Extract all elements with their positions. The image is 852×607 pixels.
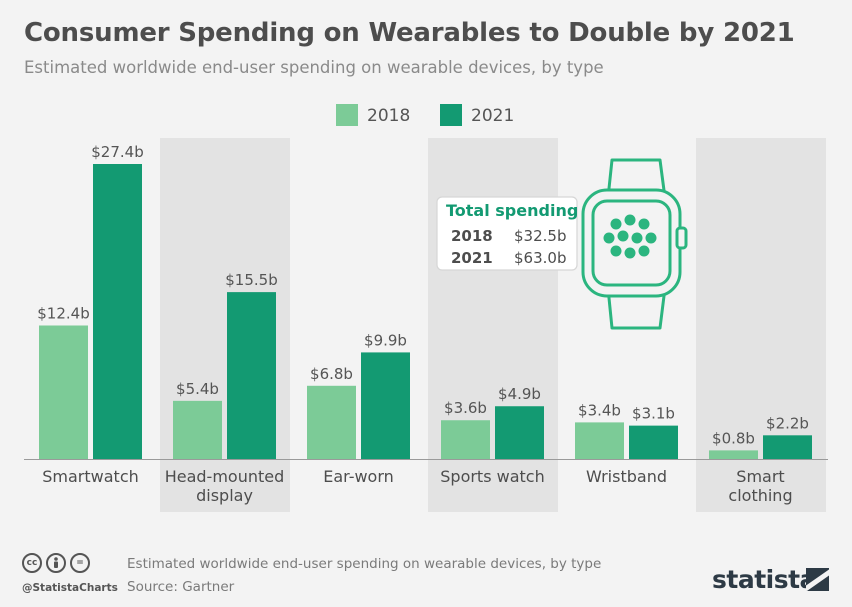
data-label-2021: $3.1b	[632, 405, 675, 423]
watch-app-dot	[645, 232, 657, 244]
bar-2018	[441, 420, 490, 459]
bar-chart: 2018 2021 $12.4b $27.4b Smartwatch $5.4b $15.5…	[24, 104, 828, 512]
watch-app-dot	[638, 245, 650, 257]
annotation-year: 2018	[451, 227, 493, 245]
bar-2021	[629, 425, 678, 459]
no-derivatives-icon: =	[70, 553, 90, 573]
annotation-value: $32.5b	[514, 227, 566, 245]
watch-crown	[675, 226, 688, 250]
annotation-year: 2021	[451, 249, 493, 267]
bar-2021	[495, 406, 544, 459]
watch-app-dot	[603, 232, 615, 244]
data-label-2018: $3.6b	[444, 399, 487, 417]
watch-app-dot	[624, 214, 636, 226]
data-label-2021: $4.9b	[498, 385, 541, 403]
watch-app-dot	[638, 218, 650, 230]
annotation-box	[436, 196, 578, 271]
annotation-title: Total spending	[446, 201, 578, 220]
legend-label-2021: 2021	[471, 106, 514, 126]
bar-2018	[39, 325, 88, 459]
bar-2021	[93, 164, 142, 459]
bar-2018	[575, 422, 624, 459]
creative-commons-icon: cc	[22, 553, 42, 573]
watch-app-dot	[624, 247, 636, 259]
data-label-2021: $2.2b	[766, 414, 809, 432]
watch-app-dot	[610, 218, 622, 230]
category-label: display	[196, 486, 253, 505]
legend-swatch-2018	[336, 104, 358, 126]
data-label-2021: $27.4b	[91, 143, 143, 161]
legend-swatch-2021	[440, 104, 462, 126]
bar-2021	[763, 435, 812, 459]
category-label: Sports watch	[440, 467, 544, 486]
bar-2021	[227, 292, 276, 459]
watch-screen	[591, 199, 672, 287]
footer-note: Estimated worldwide end-user spending on…	[127, 556, 602, 572]
category-label: clothing	[728, 486, 792, 505]
category-label: Smart	[736, 467, 784, 486]
data-label-2018: $0.8b	[712, 429, 755, 447]
category-label: Wristband	[586, 467, 667, 486]
statista-logo[interactable]: statista	[712, 565, 816, 594]
legend-label-2018: 2018	[367, 106, 410, 126]
data-label-2021: $15.5b	[225, 271, 277, 289]
chart-subtitle: Estimated worldwide end-user spending on…	[24, 58, 604, 77]
annotation-value: $63.0b	[514, 249, 566, 267]
data-label-2021: $9.9b	[364, 331, 407, 349]
bar-2018	[709, 450, 758, 459]
data-label-2018: $6.8b	[310, 365, 353, 383]
data-label-2018: $3.4b	[578, 401, 621, 419]
watch-app-dot	[631, 232, 643, 244]
social-handle[interactable]: @StatistaCharts	[22, 582, 118, 594]
bar-2018	[173, 400, 222, 459]
license-icons: cc =	[22, 553, 90, 573]
chart-title: Consumer Spending on Wearables to Double…	[24, 18, 795, 48]
watch-app-dot	[617, 230, 629, 242]
attribution-icon	[46, 553, 66, 573]
category-label: Ear-worn	[323, 467, 394, 486]
watch-app-dot	[610, 245, 622, 257]
statista-logo-icon	[806, 568, 829, 591]
data-label-2018: $12.4b	[37, 304, 89, 322]
bar-2021	[361, 352, 410, 459]
source-text: Source: Gartner	[127, 579, 235, 595]
data-label-2018: $5.4b	[176, 380, 219, 398]
category-label: Smartwatch	[42, 467, 139, 486]
bar-2018	[307, 385, 356, 459]
category-label: Head-mounted	[165, 467, 285, 486]
